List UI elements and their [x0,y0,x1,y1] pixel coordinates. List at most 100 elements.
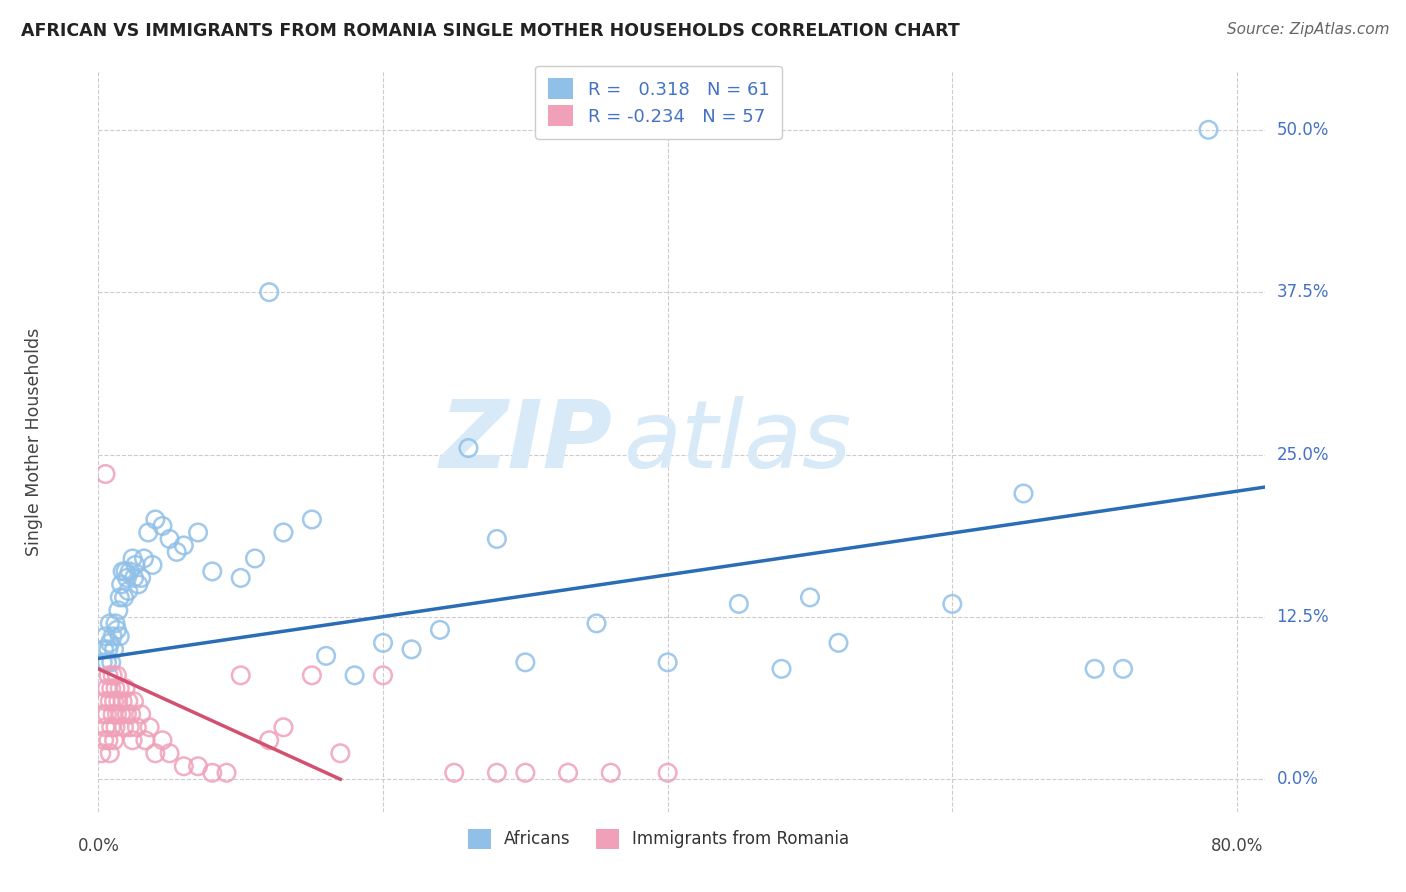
Point [117,694,139,708]
Point [401,642,423,657]
Point [101,668,124,682]
Point [100,656,122,670]
Point [90,746,112,760]
Point [110,577,132,591]
Point [111,565,134,579]
Text: atlas: atlas [624,396,852,487]
Point [107,603,129,617]
Point [97,668,120,682]
Point [101,629,124,643]
Point [273,525,295,540]
Point [257,733,280,747]
Text: 12.5%: 12.5% [1277,607,1329,626]
Point [118,720,141,734]
Point [201,565,224,579]
Point [827,636,849,650]
Point [485,532,508,546]
Point [129,571,152,585]
Point [98,694,121,708]
Point [94,720,117,734]
Point [152,733,174,747]
Point [103,642,125,657]
Point [229,571,252,585]
Text: Source: ZipAtlas.com: Source: ZipAtlas.com [1226,22,1389,37]
Point [599,765,621,780]
Point [114,565,136,579]
Point [457,441,479,455]
Point [443,765,465,780]
Point [105,707,128,722]
Point [120,707,142,722]
Point [127,577,149,591]
Point [94,629,117,643]
Point [173,538,195,552]
Point [103,694,125,708]
Point [104,616,127,631]
Point [557,765,579,780]
Point [107,694,129,708]
Point [727,597,749,611]
Point [941,597,963,611]
Point [122,571,145,585]
Point [114,681,136,696]
Point [118,565,141,579]
Legend: Africans, Immigrants from Romania: Africans, Immigrants from Romania [461,822,856,855]
Point [1084,662,1107,676]
Point [96,681,118,696]
Point [201,765,224,780]
Point [121,551,143,566]
Point [315,648,337,663]
Point [103,733,125,747]
Point [301,512,323,526]
Point [122,694,145,708]
Point [243,551,266,566]
Point [138,720,160,734]
Point [100,681,122,696]
Point [301,668,323,682]
Point [257,285,280,300]
Point [98,636,121,650]
Text: 25.0%: 25.0% [1277,445,1329,464]
Point [91,707,114,722]
Point [1112,662,1135,676]
Point [112,591,135,605]
Point [371,636,394,650]
Point [343,668,366,682]
Point [134,733,156,747]
Point [273,720,295,734]
Point [770,662,793,676]
Point [515,765,537,780]
Point [1012,486,1035,500]
Point [371,668,394,682]
Point [96,707,118,722]
Point [93,733,115,747]
Point [100,720,122,734]
Point [111,694,134,708]
Text: 0.0%: 0.0% [77,837,120,855]
Point [187,525,209,540]
Point [159,532,181,546]
Text: 80.0%: 80.0% [1211,837,1263,855]
Point [108,681,131,696]
Text: 37.5%: 37.5% [1277,283,1329,301]
Point [112,720,135,734]
Point [136,525,159,540]
Point [98,746,121,760]
Text: AFRICAN VS IMMIGRANTS FROM ROMANIA SINGLE MOTHER HOUSEHOLDS CORRELATION CHART: AFRICAN VS IMMIGRANTS FROM ROMANIA SINGL… [21,22,960,40]
Point [657,656,679,670]
Point [143,746,166,760]
Point [104,681,127,696]
Point [97,642,120,657]
Point [98,616,121,631]
Point [143,512,166,526]
Point [187,759,209,773]
Point [129,707,152,722]
Point [97,733,120,747]
Point [152,519,174,533]
Point [110,707,132,722]
Text: 50.0%: 50.0% [1277,120,1329,139]
Point [108,629,131,643]
Point [115,571,138,585]
Point [159,746,181,760]
Point [166,545,188,559]
